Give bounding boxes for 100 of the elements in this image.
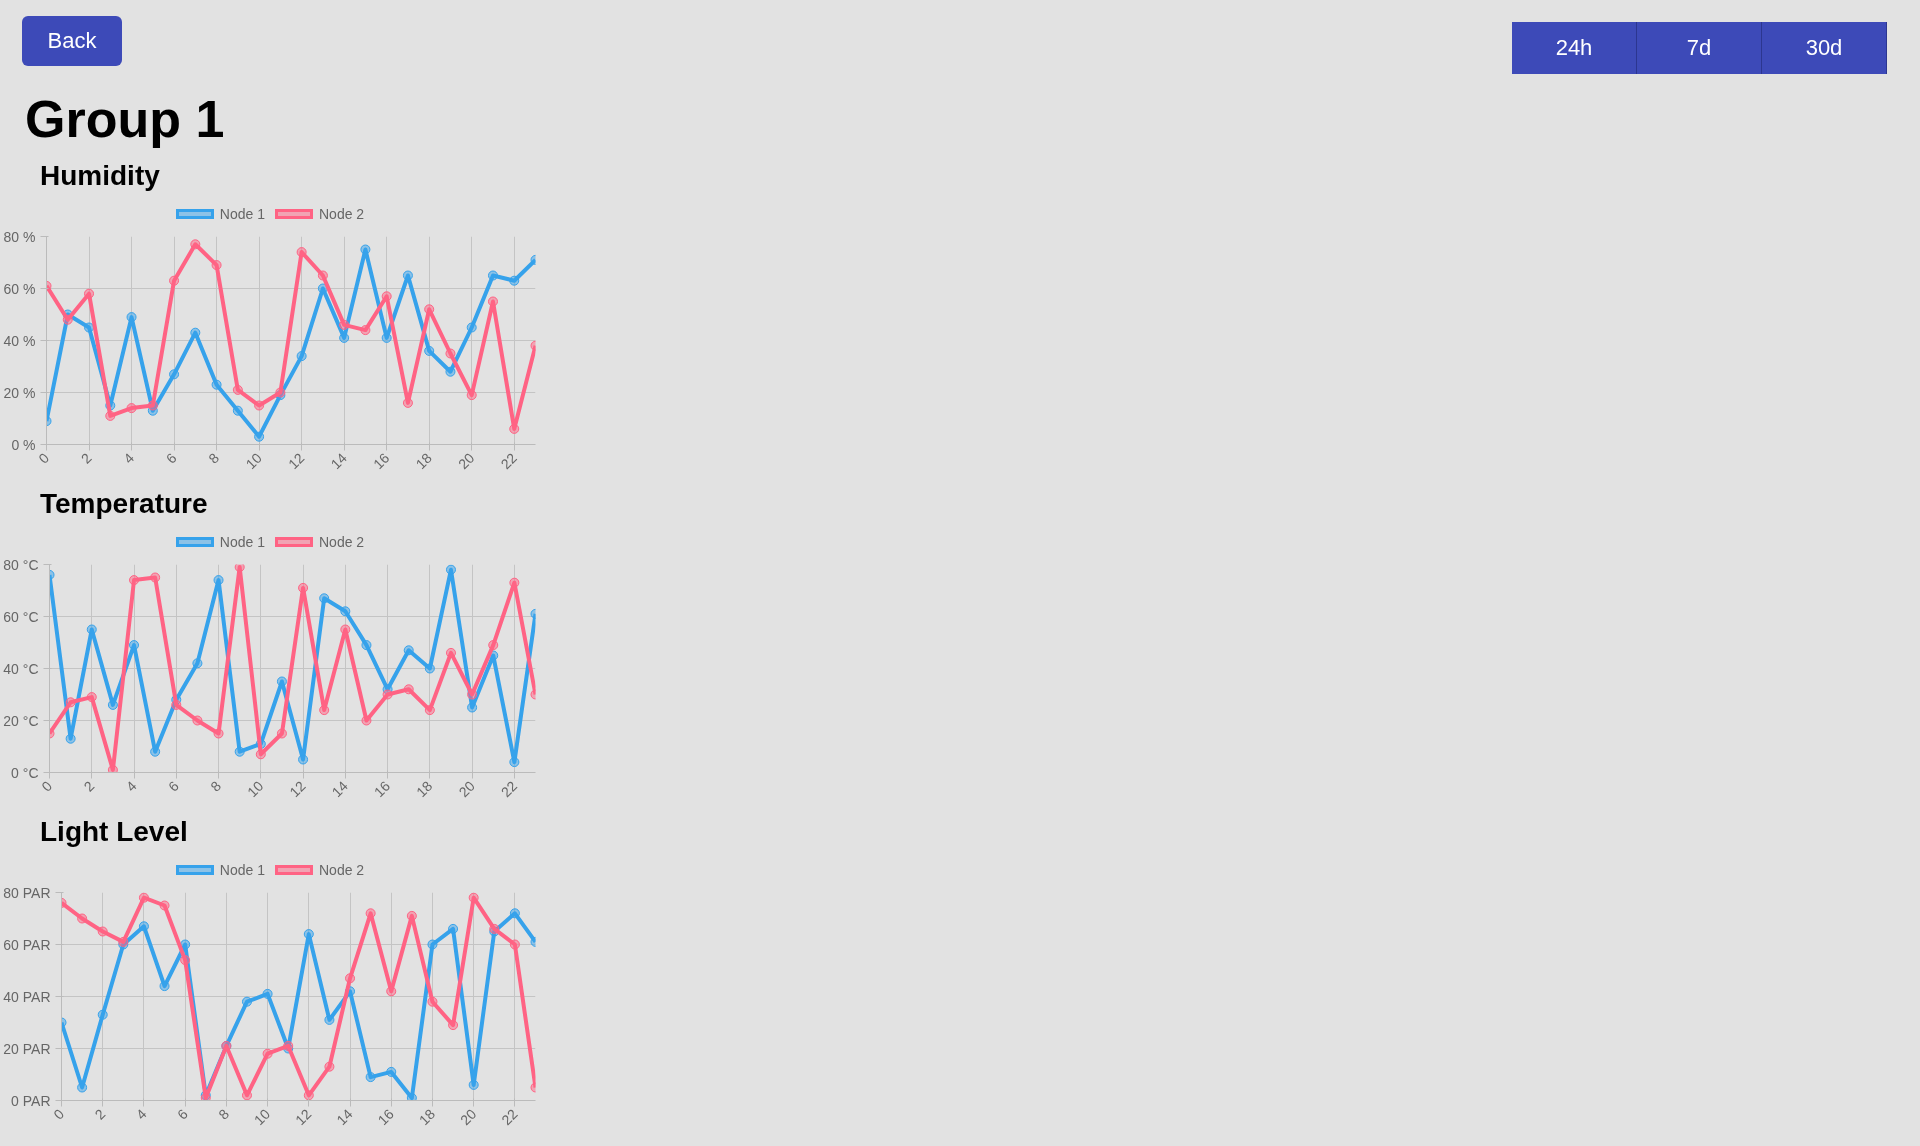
x-tick-label: 10 <box>250 1105 274 1129</box>
x-tick-label: 18 <box>415 1105 439 1129</box>
point <box>361 640 372 651</box>
legend-label: Node 1 <box>218 533 265 552</box>
point <box>298 582 309 593</box>
legend-label: Node 2 <box>318 533 365 552</box>
y-tick-label: 60 PAR <box>3 936 51 953</box>
x-tick-label: 12 <box>286 777 309 801</box>
x-tick-label: 18 <box>413 777 436 801</box>
point <box>232 405 243 416</box>
x-tick-label: 10 <box>242 449 265 473</box>
point <box>296 247 307 258</box>
y-tick-label: 40 PAR <box>3 988 51 1005</box>
point <box>339 319 350 330</box>
x-tick-label: 20 <box>457 1105 480 1129</box>
point <box>262 988 273 999</box>
point <box>213 728 224 739</box>
point <box>381 291 392 302</box>
point <box>254 431 265 442</box>
point <box>509 275 520 286</box>
x-tick-label: 14 <box>333 1105 356 1129</box>
text: 30d <box>1762 22 1887 74</box>
y-tick-label: 0 PAR <box>11 1092 51 1109</box>
point <box>169 275 180 286</box>
x-tick-label: 20 <box>455 449 478 473</box>
y-tick-label: 80 °C <box>3 556 39 573</box>
x-tick-label: 22 <box>497 777 521 801</box>
x-tick-label: 0 <box>35 449 53 467</box>
point <box>340 606 351 617</box>
point <box>303 1090 314 1101</box>
point <box>324 1061 335 1072</box>
point <box>345 973 356 984</box>
x-tick-label: 4 <box>122 777 140 795</box>
point <box>445 647 456 658</box>
x-tick-label: 2 <box>80 777 98 795</box>
point <box>150 572 161 583</box>
x-tick-label: 6 <box>165 777 183 795</box>
y-tick-label: 0 % <box>11 436 36 453</box>
point <box>138 921 149 932</box>
point <box>406 910 417 921</box>
point <box>509 908 520 919</box>
point <box>190 327 201 338</box>
y-tick-label: 40 % <box>3 332 36 349</box>
point <box>487 270 498 281</box>
point <box>65 697 76 708</box>
x-tick-label: 18 <box>412 449 435 473</box>
x-tick-label: 0 <box>38 777 56 795</box>
point <box>159 981 170 992</box>
x-tick-label: 12 <box>284 449 308 473</box>
x-tick-label: 8 <box>207 777 225 795</box>
y-tick-label: 40 °C <box>3 660 39 677</box>
y-tick-label: 0 °C <box>11 764 39 781</box>
point <box>509 939 520 950</box>
point <box>190 239 201 250</box>
point <box>126 403 137 414</box>
y-tick-label: 80 PAR <box>3 884 51 901</box>
chart-title: Humidity <box>40 159 160 193</box>
point <box>84 322 95 333</box>
y-tick-label: 20 PAR <box>3 1040 51 1057</box>
text: Group 1 <box>25 89 225 150</box>
point <box>296 351 307 362</box>
point <box>424 345 435 356</box>
point <box>169 369 180 380</box>
point <box>129 575 140 586</box>
point <box>241 996 252 1007</box>
point <box>234 746 245 757</box>
point <box>386 986 397 997</box>
point <box>466 390 477 401</box>
point <box>445 564 456 575</box>
y-tick-label: 20 % <box>3 384 36 401</box>
point <box>424 705 435 716</box>
x-tick-label: 20 <box>455 777 478 801</box>
point <box>403 684 414 695</box>
point <box>254 400 265 411</box>
point <box>276 728 287 739</box>
x-tick-label: 2 <box>77 449 95 467</box>
x-tick-label: 14 <box>328 777 352 801</box>
chart-title: Temperature <box>40 487 208 521</box>
point <box>509 577 520 588</box>
point <box>365 1072 376 1083</box>
point <box>62 314 73 325</box>
text: Back <box>22 16 122 66</box>
point <box>488 640 499 651</box>
point <box>84 288 95 299</box>
point <box>319 705 330 716</box>
point <box>211 379 222 390</box>
point <box>466 322 477 333</box>
x-tick-label: 14 <box>327 449 350 473</box>
x-tick-label: 16 <box>370 777 394 801</box>
point <box>86 624 97 635</box>
point <box>147 400 158 411</box>
point <box>234 564 245 573</box>
point <box>340 624 351 635</box>
point <box>317 270 328 281</box>
point <box>427 996 438 1007</box>
legend-label: Node 1 <box>218 861 265 880</box>
x-tick-label: 6 <box>173 1105 191 1123</box>
x-tick-label: 0 <box>50 1105 68 1123</box>
x-tick-label: 2 <box>91 1105 109 1123</box>
point <box>86 692 97 703</box>
